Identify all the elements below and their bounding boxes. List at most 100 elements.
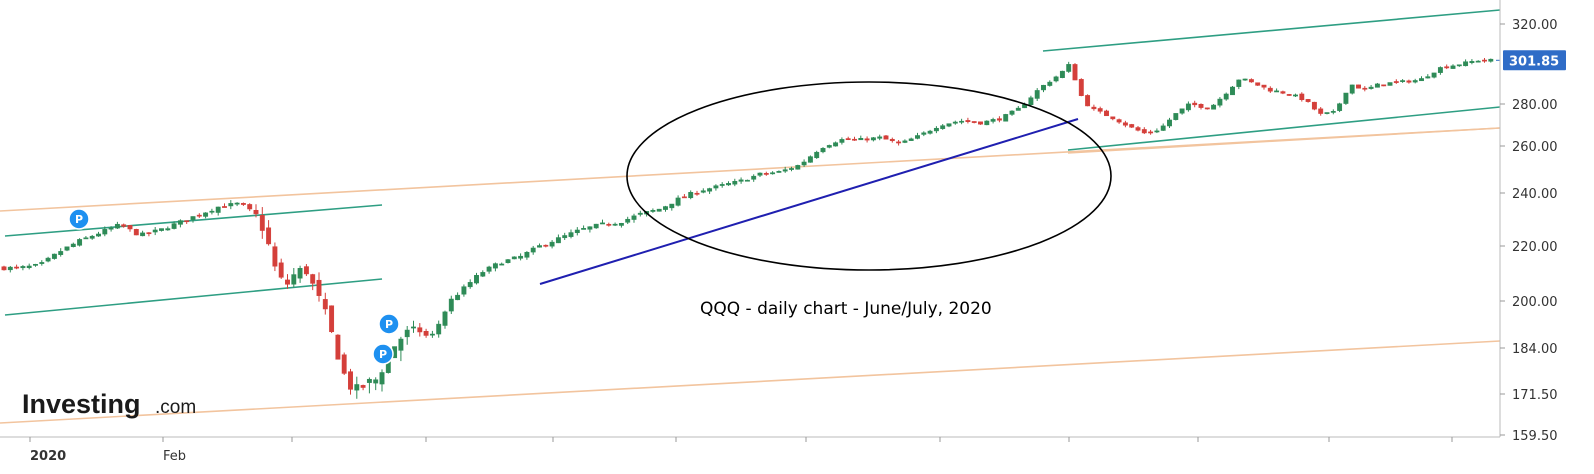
candle [1450, 64, 1456, 69]
candle [600, 219, 605, 225]
candle [555, 234, 561, 244]
candle [203, 212, 209, 219]
candle [1072, 63, 1078, 81]
candle [1028, 95, 1034, 107]
candle [240, 202, 246, 206]
pivot-marker[interactable]: P [372, 343, 394, 365]
candle [858, 135, 864, 141]
candle [612, 222, 618, 227]
candle [946, 123, 952, 128]
candle [801, 159, 807, 167]
candle [190, 216, 196, 223]
candle [461, 284, 467, 297]
candle [341, 352, 347, 375]
candle [58, 248, 64, 257]
candle [1356, 84, 1361, 89]
candle [889, 137, 895, 143]
candle [1286, 93, 1292, 96]
candle [833, 141, 839, 147]
candle [524, 251, 530, 260]
candle [852, 136, 857, 141]
candle [625, 216, 631, 225]
candle [366, 377, 372, 394]
candle [1343, 92, 1349, 105]
candle [45, 256, 51, 263]
candle [1148, 129, 1154, 135]
logo-suffix: .com [155, 397, 196, 418]
pivot-marker[interactable]: P [378, 313, 400, 335]
candle [807, 155, 813, 163]
candle [184, 220, 190, 224]
candle [581, 225, 587, 230]
candle [121, 223, 127, 228]
candle [1041, 84, 1046, 93]
chart-caption: QQQ - daily chart - June/July, 2020 [700, 299, 992, 319]
y-tick-label: 171.50 [1512, 388, 1558, 403]
candle [1129, 123, 1135, 129]
candle [64, 246, 70, 252]
candle [1475, 60, 1481, 63]
candle [411, 320, 416, 333]
candle [1482, 57, 1487, 63]
candle [209, 208, 215, 215]
candle [814, 150, 820, 159]
candle [1242, 78, 1248, 81]
candle [1387, 82, 1393, 86]
candle [247, 203, 253, 212]
candle [543, 244, 549, 248]
candle [70, 242, 76, 248]
channel-line [1067, 106, 1501, 151]
candle [20, 265, 26, 271]
candle [1085, 94, 1091, 107]
candle [637, 210, 643, 217]
candle [1, 265, 7, 271]
candle [1078, 78, 1084, 97]
candle [1047, 80, 1053, 87]
candle [1311, 101, 1317, 111]
candle [455, 292, 461, 301]
candle [1318, 107, 1324, 116]
candle [171, 221, 177, 230]
candle [83, 236, 89, 240]
candle [688, 190, 694, 200]
candle [133, 228, 139, 236]
candle [348, 368, 353, 395]
investing-logo: Investing .com [22, 389, 196, 419]
candle [877, 134, 883, 141]
candle [562, 232, 568, 241]
y-tick: 240.00 [1500, 187, 1558, 202]
x-tick-label: Feb [163, 449, 186, 464]
candle [1236, 79, 1242, 90]
candle [102, 226, 108, 237]
candle [1154, 128, 1160, 134]
candle [1261, 84, 1267, 90]
candle [266, 220, 272, 246]
candle [474, 272, 479, 285]
candle [864, 136, 870, 143]
candle [952, 120, 958, 125]
candle [127, 224, 133, 232]
candle [1116, 118, 1122, 124]
candle [940, 124, 946, 130]
candle [1305, 98, 1311, 103]
pivot-marker[interactable]: P [68, 208, 90, 230]
candle [165, 226, 171, 231]
candle [398, 336, 404, 362]
pivot-label: P [75, 213, 83, 226]
y-tick: 184.00 [1500, 342, 1558, 357]
candle [675, 195, 681, 207]
candle [795, 164, 801, 170]
candle [927, 129, 933, 135]
candle [89, 234, 95, 240]
candle [1406, 79, 1412, 84]
y-tick-label: 220.00 [1512, 240, 1558, 255]
candle [1173, 113, 1179, 121]
y-tick: 171.50 [1500, 388, 1558, 403]
candle [908, 137, 914, 141]
candle [694, 190, 700, 196]
candle [870, 137, 876, 142]
candle [1185, 101, 1191, 112]
candle [1374, 82, 1380, 88]
candle [896, 139, 902, 146]
